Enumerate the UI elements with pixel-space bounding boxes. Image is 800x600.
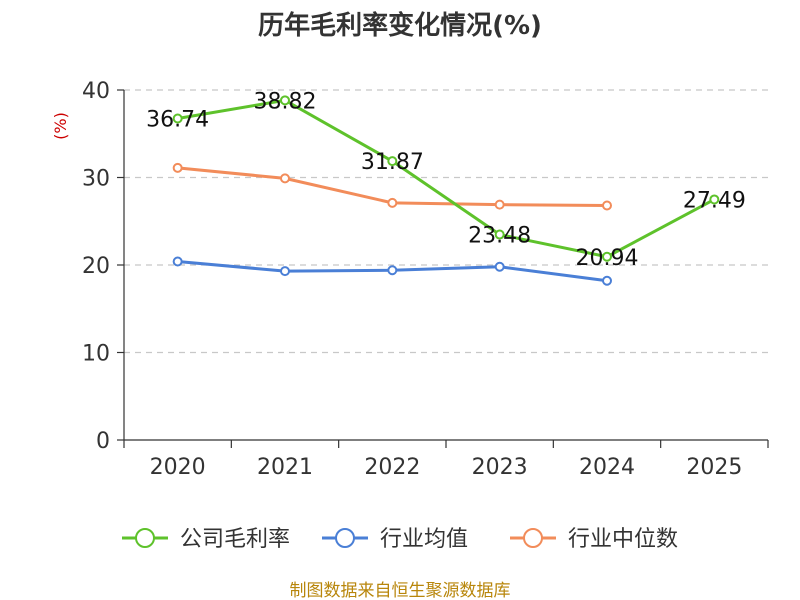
series-line-0 — [177, 98, 716, 259]
series-0-point-1 — [280, 95, 290, 106]
x-tick-label-2023: 2023 — [472, 455, 528, 480]
series-1-point-0 — [172, 256, 183, 267]
chart-title: 历年毛利率变化情况(%) — [258, 10, 542, 41]
series-1-point-3 — [494, 261, 505, 272]
y-tick-label-0: 0 — [96, 429, 110, 454]
data-labels: 36.74 38.82 31.87 23.48 20.94 27.49 — [146, 89, 746, 270]
x-tick-label-2022: 2022 — [364, 455, 420, 480]
series-1-point-4 — [602, 275, 612, 286]
y-tick-label-10: 10 — [82, 342, 110, 367]
y-axis-label: (%) — [51, 112, 70, 140]
legend-marker-2 — [523, 528, 543, 548]
data-label-2023: 23.48 — [468, 224, 531, 249]
x-tick-label-2025: 2025 — [686, 455, 742, 480]
axes: 0 10 20 30 40 2020 2021 2022 2023 2024 2025 — [82, 79, 769, 480]
legend-label-1: 行业均值 — [380, 527, 468, 552]
source-note: 制图数据来自恒生聚源数据库 — [290, 581, 511, 600]
series-0-point-3 — [494, 229, 505, 240]
series-0-point-0 — [172, 113, 183, 124]
series-1-point-2 — [387, 265, 398, 276]
x-tick-label-2024: 2024 — [579, 455, 635, 480]
series-2-point-1 — [280, 173, 290, 184]
data-label-2024: 20.94 — [576, 246, 639, 271]
series-0-point-4 — [602, 251, 612, 262]
data-label-2025: 27.49 — [683, 188, 746, 213]
legend: 公司毛利率 行业均值 行业中位数 — [122, 527, 678, 552]
data-label-2021: 38.82 — [254, 89, 317, 114]
series-2-point-0 — [172, 162, 183, 173]
y-tick-label-40: 40 — [82, 79, 110, 104]
y-tick-label-20: 20 — [82, 254, 110, 279]
series-lines — [172, 95, 720, 286]
data-label-2022: 31.87 — [361, 150, 424, 175]
series-0-point-2 — [387, 156, 398, 167]
legend-label-2: 行业中位数 — [568, 527, 678, 552]
series-1-point-1 — [280, 266, 290, 277]
y-tick-label-30: 30 — [82, 167, 110, 192]
legend-marker-0 — [135, 528, 155, 548]
series-0-point-5 — [709, 194, 720, 205]
x-tick-label-2021: 2021 — [257, 455, 313, 480]
legend-marker-1 — [335, 528, 355, 548]
series-2-point-4 — [602, 200, 612, 211]
grid-lines — [124, 89, 768, 354]
series-2-point-3 — [494, 199, 505, 210]
x-tick-label-2020: 2020 — [150, 455, 206, 480]
data-label-2020: 36.74 — [146, 108, 209, 133]
legend-label-0: 公司毛利率 — [180, 527, 290, 552]
series-2-point-2 — [387, 197, 398, 208]
